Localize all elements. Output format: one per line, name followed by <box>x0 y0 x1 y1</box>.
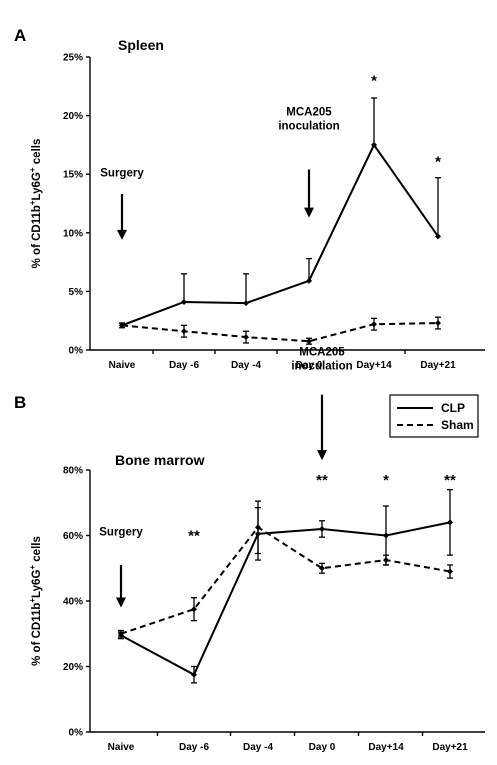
y-axis-label-sup: + <box>28 167 37 172</box>
y-axis-label-part: % of CD11b <box>31 205 43 268</box>
y-axis-label-part: Ly6G <box>31 570 43 598</box>
data-point-clp <box>383 532 389 539</box>
data-point-clp <box>306 277 312 284</box>
y-tick-label: 20% <box>63 111 83 122</box>
data-point-sham <box>255 524 261 531</box>
data-point-sham <box>383 557 389 564</box>
x-tick-label: Day+21 <box>420 360 456 371</box>
y-axis-label-sup: + <box>28 598 37 603</box>
legend-box <box>389 394 479 438</box>
x-tick-label: Day 0 <box>309 742 336 753</box>
x-tick-label: Day -6 <box>179 742 209 753</box>
panel-letter-a: A <box>14 26 26 45</box>
data-point-sham <box>371 321 377 328</box>
legend: CLP Sham <box>389 394 479 438</box>
annotation-arrow-head <box>117 229 127 240</box>
x-tick-label: Day+14 <box>368 742 404 753</box>
legend-label-clp: CLP <box>441 401 465 415</box>
chart-title-bone-marrow: Bone marrow <box>115 452 205 468</box>
annotation-arrow-head <box>304 207 314 218</box>
x-tick-label: Day -4 <box>243 742 273 753</box>
data-point-sham <box>119 322 125 329</box>
significance-marker: * <box>435 153 441 170</box>
x-tick-label: Day+14 <box>356 360 392 371</box>
chart-title-spleen: Spleen <box>118 37 164 53</box>
data-point-sham <box>319 565 325 572</box>
annotation-text: inoculation <box>291 360 352 372</box>
x-tick-label: Naive <box>108 742 135 753</box>
chart-spleen: 0% 5% 10% 15% 20% 25% Naive Day -6 Day -4 Day 0 Da… <box>28 53 485 371</box>
y-tick-label: 25% <box>63 53 83 64</box>
annotation-text: Surgery <box>100 168 144 180</box>
x-tick-label: Day 0 <box>296 360 323 371</box>
data-point-sham <box>243 334 249 341</box>
y-tick-label: 80% <box>63 466 83 477</box>
y-axis-label-part: Ly6G <box>31 172 43 200</box>
data-point-clp <box>371 141 377 148</box>
x-tick-label: Day -4 <box>231 360 261 371</box>
y-tick-label: 40% <box>63 597 83 608</box>
y-axis-label-sup: + <box>28 565 37 570</box>
data-point-clp <box>181 298 187 305</box>
data-point-clp <box>243 300 249 307</box>
significance-marker: * <box>371 72 377 89</box>
y-tick-label: 5% <box>69 287 84 298</box>
chart-bone-marrow: 0% 20% 40% 60% 80% Naive Day -6 Day -4 Day 0 Day+… <box>28 346 485 753</box>
y-axis-label: % of CD11b+Ly6G+ cells <box>28 536 43 666</box>
annotation-text: inoculation <box>278 121 339 133</box>
annotation-text: MCA205 <box>299 346 345 358</box>
y-tick-label: 60% <box>63 531 83 542</box>
data-point-sham <box>191 606 197 613</box>
x-tick-label: Naive <box>109 360 136 371</box>
legend-label-sham: Sham <box>441 418 474 432</box>
series-line-sham <box>121 322 439 343</box>
data-point-clp <box>191 671 197 678</box>
data-point-clp <box>447 519 453 526</box>
data-point-sham <box>118 630 124 637</box>
significance-marker: * <box>383 472 389 489</box>
x-tick-label: Day -6 <box>169 360 199 371</box>
data-point-sham <box>435 320 441 327</box>
series-line-clp <box>120 521 451 677</box>
significance-marker: ** <box>316 472 328 489</box>
y-axis-label-sup: + <box>28 200 37 205</box>
panel-letter-b: B <box>14 393 26 412</box>
data-point-sham <box>447 568 453 575</box>
y-tick-label: 0% <box>69 728 84 739</box>
annotation-text: Surgery <box>99 527 143 539</box>
y-axis-label: % of CD11b+Ly6G+ cells <box>28 139 43 269</box>
series-line-clp <box>121 142 439 327</box>
x-tick-label: Day+21 <box>432 742 468 753</box>
data-point-sham <box>181 328 187 335</box>
y-tick-label: 20% <box>63 662 83 673</box>
annotation-arrow-head <box>116 597 126 608</box>
significance-marker: ** <box>444 472 456 489</box>
y-axis-label-part: % of CD11b <box>31 603 43 666</box>
series-line-sham <box>120 525 451 635</box>
y-tick-label: 10% <box>63 228 83 239</box>
y-tick-label: 0% <box>69 346 84 357</box>
y-axis-label-part: cells <box>31 139 43 168</box>
y-tick-label: 15% <box>63 170 83 181</box>
significance-marker: ** <box>188 528 200 545</box>
annotation-text: MCA205 <box>286 107 332 119</box>
annotation-arrow-head <box>317 450 327 461</box>
data-point-clp <box>319 525 325 532</box>
data-point-clp <box>435 233 441 240</box>
data-point-sham <box>306 338 312 345</box>
y-axis-label-part: cells <box>31 536 43 565</box>
